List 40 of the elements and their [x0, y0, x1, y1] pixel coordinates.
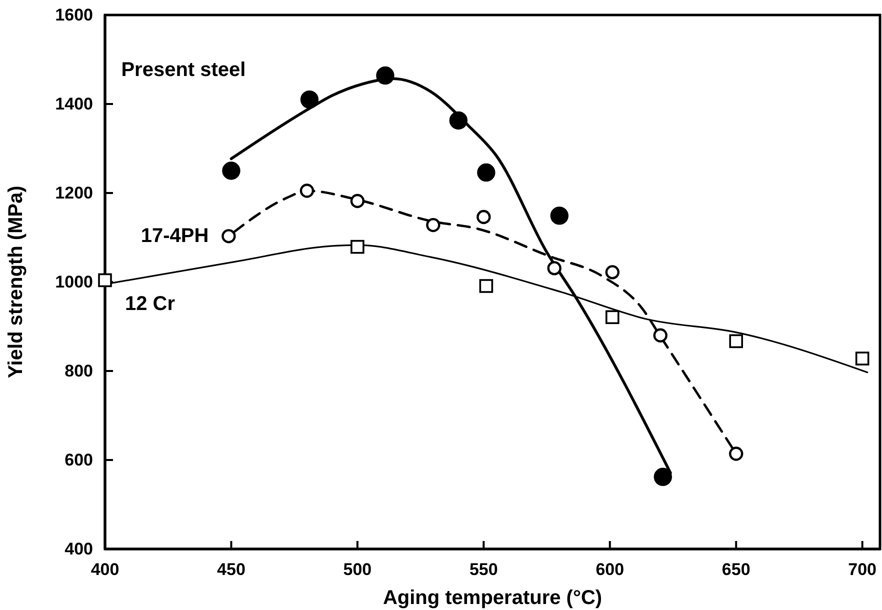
point [222, 229, 236, 244]
x-tick-label: 650 [722, 560, 750, 580]
point [300, 90, 319, 109]
point [855, 352, 870, 366]
point [222, 162, 240, 180]
point [300, 184, 314, 198]
point [653, 328, 668, 342]
point [606, 310, 620, 324]
x-tick-label: 500 [343, 560, 372, 580]
x-tick-label: 450 [217, 560, 246, 580]
point [547, 261, 562, 276]
y-tick-label: 1200 [55, 183, 93, 202]
point [449, 111, 468, 130]
point [729, 446, 744, 461]
y-tick-label: 800 [64, 361, 93, 380]
x-tick-label: 400 [90, 560, 120, 580]
x-tick-label: 700 [848, 560, 877, 580]
series-label: 17-4PH [140, 225, 209, 248]
point [605, 265, 620, 280]
point [350, 240, 364, 254]
point [376, 66, 394, 85]
point [476, 210, 491, 224]
y-axis-title: Yield strength (MPa) [5, 186, 27, 378]
point [654, 468, 672, 486]
x-tick-label: 550 [469, 560, 498, 580]
point [550, 206, 568, 225]
point [479, 279, 494, 293]
y-tick-label: 1400 [55, 94, 93, 114]
y-tick-label: 400 [64, 539, 93, 558]
x-tick-label: 600 [596, 560, 624, 580]
series-label: 12 Cr [125, 293, 176, 316]
x-axis-title: Aging temperature (°C) [382, 587, 602, 609]
point [350, 194, 365, 208]
text: Present steel [121, 58, 246, 81]
point [729, 334, 744, 348]
point [426, 218, 440, 232]
y-tick-label: 600 [64, 450, 93, 470]
y-tick-label: 1600 [55, 5, 93, 24]
y-tick-label: 1000 [55, 272, 93, 292]
point [477, 163, 496, 182]
